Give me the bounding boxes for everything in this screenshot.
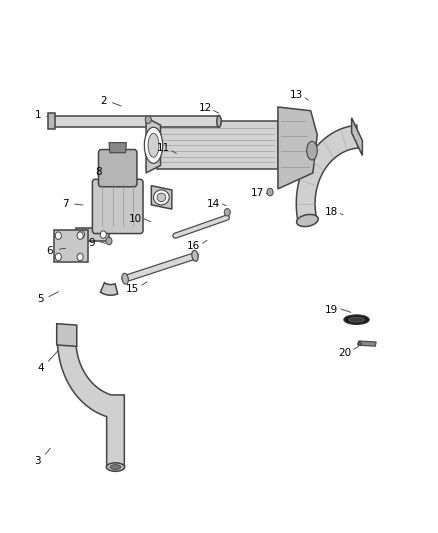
Ellipse shape [349,317,364,322]
Polygon shape [76,228,109,241]
Polygon shape [157,122,278,169]
Text: 15: 15 [126,284,139,294]
Ellipse shape [110,465,121,470]
Polygon shape [52,116,219,127]
Text: 9: 9 [88,238,95,247]
FancyBboxPatch shape [92,179,143,233]
Text: 14: 14 [207,199,220,209]
Polygon shape [57,334,124,467]
Circle shape [224,208,230,216]
Text: 5: 5 [38,294,44,304]
Text: 6: 6 [46,246,53,255]
Text: 7: 7 [62,199,69,209]
Circle shape [267,188,273,196]
Ellipse shape [157,193,166,201]
Text: 19: 19 [325,305,338,315]
Text: 12: 12 [198,103,212,113]
Text: 8: 8 [95,167,102,177]
Text: 11: 11 [156,143,170,154]
Ellipse shape [106,463,125,471]
Text: 13: 13 [290,90,304,100]
Text: 2: 2 [100,95,106,106]
Circle shape [77,253,83,261]
Ellipse shape [122,273,128,284]
Ellipse shape [192,251,198,261]
Text: 18: 18 [325,207,338,217]
FancyBboxPatch shape [99,150,137,187]
Circle shape [78,231,85,238]
Polygon shape [57,324,77,346]
Ellipse shape [153,190,169,205]
Circle shape [77,232,83,239]
Circle shape [55,253,61,261]
Text: 17: 17 [251,188,264,198]
Ellipse shape [148,133,159,157]
Ellipse shape [344,315,369,325]
Text: 1: 1 [35,110,41,120]
Polygon shape [48,114,55,130]
Ellipse shape [297,214,318,227]
Ellipse shape [217,116,221,127]
Polygon shape [53,230,88,262]
Polygon shape [358,341,376,346]
Polygon shape [151,185,172,209]
Text: 20: 20 [338,348,351,358]
Polygon shape [278,107,317,189]
Ellipse shape [307,141,317,160]
Circle shape [358,342,361,346]
Text: 4: 4 [38,362,44,373]
Circle shape [100,231,106,238]
Polygon shape [100,282,118,295]
Circle shape [55,232,61,239]
Circle shape [106,237,112,245]
Polygon shape [109,143,127,153]
Ellipse shape [145,127,162,164]
Ellipse shape [50,116,54,127]
Text: 10: 10 [129,214,142,224]
Polygon shape [146,118,160,173]
Text: 16: 16 [187,241,200,251]
Circle shape [145,116,151,124]
Polygon shape [352,118,362,156]
Text: 3: 3 [35,456,41,465]
Polygon shape [296,125,358,223]
